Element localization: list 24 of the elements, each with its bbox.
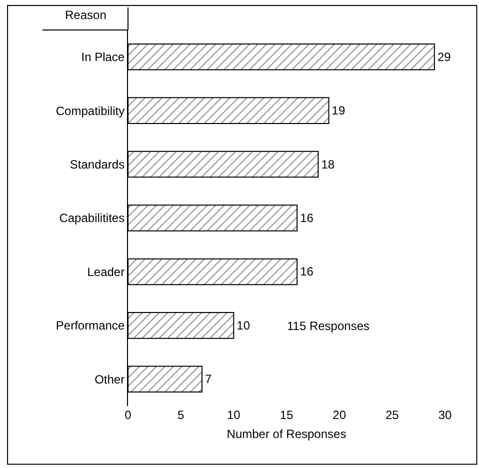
y-axis-title: Reason <box>65 8 106 22</box>
x-tick-label: 0 <box>124 408 132 422</box>
x-axis-title: Number of Responses <box>226 426 346 441</box>
y-tick-label: Standards <box>70 157 125 172</box>
data-label: 16 <box>300 264 314 279</box>
x-tick-label: 10 <box>226 408 241 422</box>
y-tick-label: Leader <box>87 264 125 279</box>
data-label: 19 <box>332 104 346 118</box>
x-tick-label: 20 <box>332 408 346 422</box>
y-tick-label: Compatibility <box>56 104 125 118</box>
data-label: 29 <box>437 50 452 64</box>
y-tick-label: Capabilitites <box>59 211 125 226</box>
y-tick-label: Performance <box>56 318 125 333</box>
x-tick-label: 15 <box>280 408 294 422</box>
x-tick-label: 30 <box>438 408 452 422</box>
annotation: 115 Responses <box>287 319 370 333</box>
y-tick-label: Other <box>94 372 125 386</box>
data-label: 16 <box>300 211 314 225</box>
data-label: 18 <box>321 157 335 172</box>
data-label: 10 <box>236 318 250 332</box>
data-label: 7 <box>204 372 212 386</box>
y-tick-label: In Place <box>81 50 125 64</box>
x-tick-label: 25 <box>385 408 400 422</box>
x-tick-label: 5 <box>177 408 184 422</box>
